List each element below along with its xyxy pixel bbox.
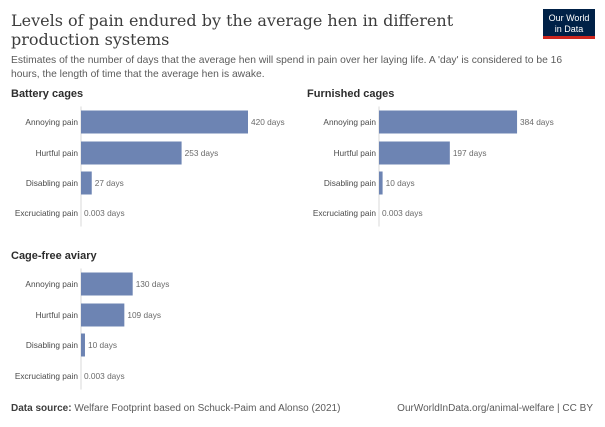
category-label: Annoying pain [323,117,376,127]
bar [379,171,383,195]
category-label: Excruciating pain [15,371,79,381]
value-label: 0.003 days [84,371,125,381]
category-label: Annoying pain [25,279,78,289]
value-label: 253 days [185,148,219,158]
logo-line-1: Our World [548,13,590,23]
value-label: 197 days [453,148,487,158]
category-label: Annoying pain [25,117,78,127]
value-label: 10 days [88,340,117,350]
bar [81,141,182,165]
value-label: 384 days [520,117,554,127]
bar [81,272,133,296]
value-label: 420 days [251,117,285,127]
category-label: Hurtful pain [36,310,79,320]
value-label: 0.003 days [382,208,423,218]
panel-title: Battery cages [11,88,83,100]
category-label: Disabling pain [26,340,79,350]
data-source-label: Data source: [11,403,72,414]
category-label: Hurtful pain [36,148,79,158]
bar [379,110,518,134]
value-label: 109 days [127,310,161,320]
value-label: 10 days [386,178,415,188]
data-source: Data source: Welfare Footprint based on … [11,403,340,414]
value-label: 0.003 days [84,208,125,218]
value-label: 130 days [136,279,170,289]
credit-link[interactable]: OurWorldInData.org/animal-welfare | CC B… [397,403,593,414]
category-label: Excruciating pain [15,208,79,218]
category-label: Excruciating pain [313,208,377,218]
owid-logo[interactable]: Our World in Data [543,9,595,39]
logo-accent-bar [543,36,595,39]
bar [81,303,125,327]
bar [81,171,92,195]
data-source-text: Welfare Footprint based on Schuck-Paim a… [71,403,341,414]
logo-line-2: in Data [554,23,584,34]
category-label: Hurtful pain [334,148,377,158]
chart-subtitle: Estimates of the number of days that the… [11,55,563,80]
chart-title: Levels of pain endured by the average he… [11,11,454,49]
category-label: Disabling pain [26,178,79,188]
category-label: Disabling pain [324,178,377,188]
panel-title: Furnished cages [307,88,394,100]
value-label: 27 days [95,178,124,188]
panel-title: Cage-free aviary [11,250,97,262]
bar [81,333,85,357]
bar [379,141,450,165]
bar [81,110,248,134]
